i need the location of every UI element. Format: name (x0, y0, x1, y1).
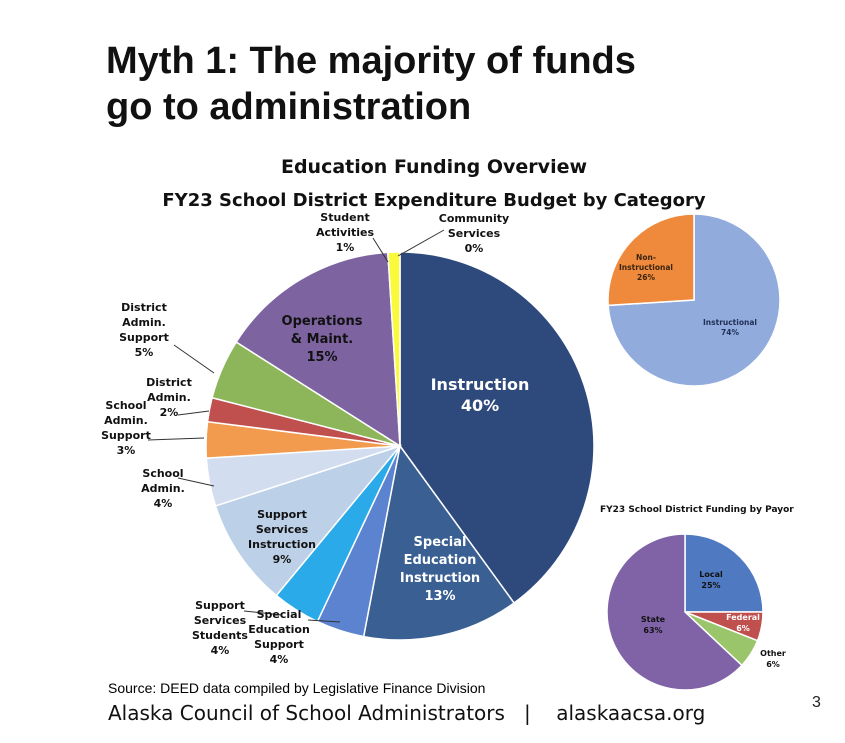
footer-org: Alaska Council of School Administrators (108, 701, 505, 725)
expenditure-leader-district-admin (177, 410, 210, 416)
expenditure-leader-school-admin-support (147, 437, 205, 441)
footer-url[interactable]: alaskaacsa.org (556, 701, 706, 725)
expenditure-slice-support-services-instruction (214, 444, 403, 597)
slide-title-line-2: go to administration (106, 86, 472, 128)
payor-label-state: State 63% (641, 615, 666, 635)
payor-slice-state (606, 533, 743, 691)
payor-slice-local (684, 533, 764, 613)
slide-title: Myth 1: The majority of funds go to admi… (106, 38, 746, 130)
payor-label-federal: Federal 6% (726, 613, 760, 633)
instructional-share-label-non-instructional: Non-Instructional 26% (619, 253, 673, 282)
source-note: Source: DEED data compiled by Legislativ… (108, 680, 486, 696)
expenditure-label-district-admin-support: District Admin. Support 5% (119, 301, 169, 359)
expenditure-label-district-admin: District Admin. 2% (146, 376, 192, 419)
expenditure-label-student-activities: Student Activities 1% (316, 211, 374, 254)
expenditure-label-school-admin: School Admin. 4% (141, 467, 185, 510)
expenditure-label-support-services-instruction: Support Services Instruction 9% (248, 508, 316, 566)
expenditure-leader-community-services (397, 229, 445, 257)
expenditure-label-community-services: Community Services 0% (439, 212, 509, 255)
expenditure-leader-support-services-students (243, 610, 283, 616)
payor-chart-title: FY23 School District Funding by Payor (600, 505, 794, 515)
expenditure-label-school-admin-support: School Admin. Support 3% (101, 399, 151, 457)
expenditure-label-special-education-instruction: Special Education Instruction 13% (400, 535, 480, 604)
expenditure-slice-special-education-instruction (362, 444, 516, 641)
slide-title-line-1: Myth 1: The majority of funds (106, 40, 636, 82)
expenditure-label-support-services-students: Support Services Students 4% (192, 599, 248, 657)
expenditure-slice-operations-maint (235, 251, 401, 448)
expenditure-label-special-education-support: Special Education Support 4% (248, 608, 310, 666)
payor-label-other: Other 6% (760, 649, 786, 669)
page-number: 3 (812, 694, 821, 711)
expenditure-label-operations-maint: Operations & Maint. 15% (282, 314, 363, 365)
expenditure-leader-special-education-support (307, 619, 341, 623)
payor-label-local: Local 25% (699, 570, 723, 590)
instructional-share-label-instructional: Instructional 74% (703, 318, 757, 337)
instructional-share-slice-non-instructional (607, 213, 695, 307)
expenditure-leader-school-admin (177, 477, 215, 487)
expenditure-slice-instruction (399, 251, 595, 604)
expenditure-leader-district-admin-support (173, 344, 215, 374)
expenditure-leader-student-activities (372, 237, 389, 263)
chart-title: Education Funding Overview (280, 156, 588, 178)
expenditure-label-instruction: Instruction 40% (431, 375, 530, 415)
expenditure-slice-student-activities (387, 251, 401, 447)
footer-separator: | (524, 701, 531, 725)
expenditure-chart-title: FY23 School District Expenditure Budget … (162, 190, 706, 211)
footer: Alaska Council of School Administrators … (108, 701, 705, 725)
